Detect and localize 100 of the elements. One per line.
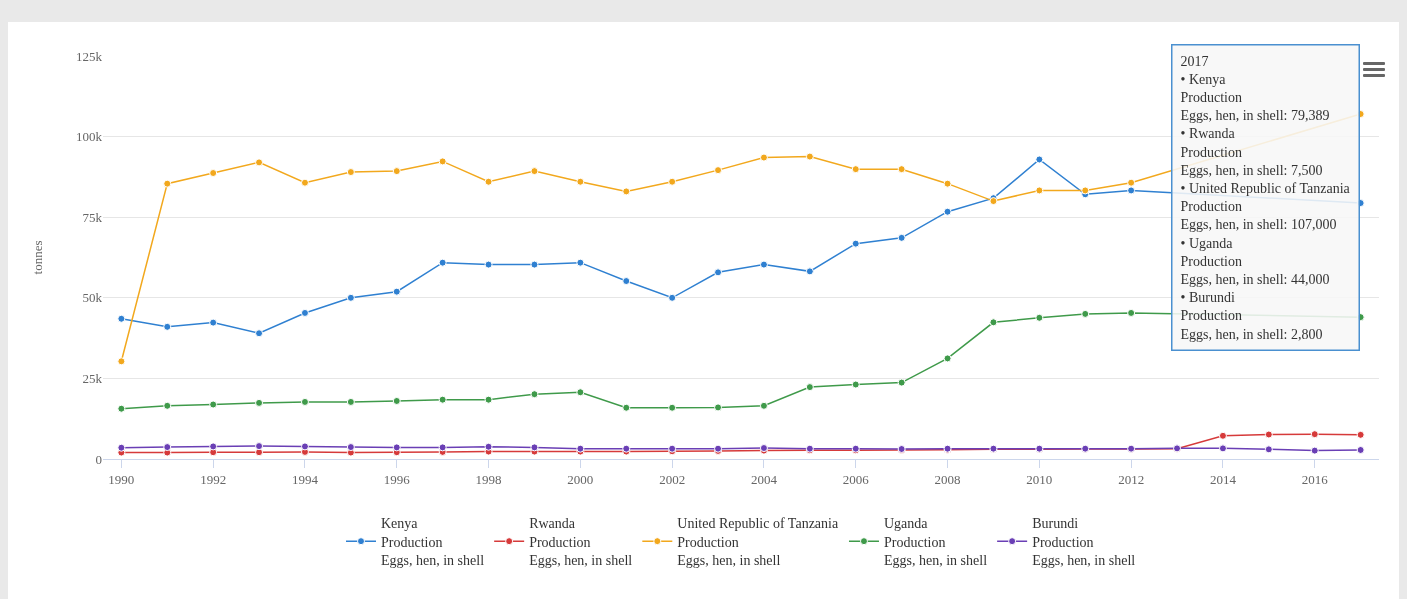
point	[209, 400, 218, 409]
y-tick-label: 50k	[82, 290, 103, 306]
point	[714, 403, 723, 412]
point	[943, 207, 952, 216]
point	[530, 167, 539, 176]
x-tick-label: 1992	[200, 471, 227, 487]
point	[392, 167, 401, 176]
point	[255, 448, 264, 457]
point	[1218, 444, 1227, 453]
point	[805, 383, 814, 392]
point	[346, 397, 355, 406]
point	[438, 157, 447, 166]
point	[1264, 445, 1273, 454]
point	[255, 158, 264, 167]
y-tick-label: 0	[95, 451, 102, 467]
point	[438, 395, 447, 404]
point	[576, 258, 585, 267]
point	[300, 178, 309, 187]
point	[759, 401, 768, 410]
x-tick-label: 2000	[567, 471, 594, 487]
x-tick-label: 2004	[750, 471, 778, 487]
y-tick-label: 125k	[76, 48, 103, 64]
point	[1035, 186, 1044, 195]
point	[392, 396, 401, 405]
point	[668, 293, 677, 302]
point	[530, 260, 539, 269]
point	[1356, 445, 1365, 454]
point	[1127, 178, 1136, 187]
point	[668, 177, 677, 186]
point	[300, 442, 309, 451]
point	[805, 267, 814, 276]
point	[851, 165, 860, 174]
point	[1127, 186, 1136, 195]
point	[346, 293, 355, 302]
y-tick-label: 100k	[76, 129, 103, 145]
point	[209, 318, 218, 327]
point	[622, 403, 631, 412]
x-tick-label: 2008	[934, 471, 961, 487]
point	[943, 354, 952, 363]
point	[300, 308, 309, 317]
text: 2017 • Kenya Production Eggs, hen, in shell: 79,389 • Rwanda Production Eggs, hen, in shell: 7,500 • United Republic of Tanzania Production Eggs, hen, in shell: 107,000 • Uganda Production Eggs, hen, in shell: 44,000 • Burundi Production Eggs, hen, in shell: 2,800	[1180, 53, 1350, 342]
point	[117, 314, 126, 323]
x-tick-label: 2016	[1301, 471, 1329, 487]
legend-label: Kenya Production Eggs, hen, in shell	[381, 516, 485, 568]
point	[484, 395, 493, 404]
x-tick-label: 1996	[383, 471, 411, 487]
legend-label: United Republic of Tanzania Production Eggs, hen, in shell	[677, 516, 839, 568]
point	[1310, 446, 1319, 455]
point	[1310, 430, 1319, 439]
x-tick-label: 1994	[291, 471, 319, 487]
y-tick-label: 75k	[82, 209, 103, 225]
y-tick-label: 25k	[82, 370, 103, 386]
x-tick-label: 1998	[475, 471, 502, 487]
point	[943, 179, 952, 188]
point	[622, 187, 631, 196]
x-tick-label: 2010	[1026, 471, 1053, 487]
point	[576, 388, 585, 397]
point	[1264, 430, 1273, 439]
point	[438, 258, 447, 267]
x-tick-label: 1990	[108, 471, 135, 487]
point	[805, 152, 814, 161]
point	[897, 378, 906, 387]
point	[117, 357, 126, 366]
y-axis-title: tonnes	[29, 240, 45, 275]
point	[484, 177, 493, 186]
point	[163, 322, 172, 331]
point	[1356, 430, 1365, 439]
x-tick-label: 2002	[659, 471, 686, 487]
point	[484, 260, 493, 269]
point	[530, 443, 539, 452]
point	[117, 443, 126, 452]
legend-label: Burundi Production Eggs, hen, in shell	[1032, 516, 1136, 568]
point	[255, 398, 264, 407]
point	[576, 177, 585, 186]
point	[255, 442, 264, 451]
point	[1081, 186, 1090, 195]
point	[484, 442, 493, 451]
point	[117, 404, 126, 413]
x-tick-label: 2006	[842, 471, 870, 487]
point	[163, 443, 172, 452]
point	[668, 403, 677, 412]
x-tick-label: 2014	[1209, 471, 1237, 487]
point	[989, 318, 998, 327]
legend-label: Rwanda Production Eggs, hen, in shell	[529, 516, 633, 568]
point	[1081, 309, 1090, 318]
point	[255, 329, 264, 338]
point	[897, 165, 906, 174]
point	[851, 239, 860, 248]
point	[209, 169, 218, 178]
point	[1035, 313, 1044, 322]
point	[392, 443, 401, 452]
point	[1218, 431, 1227, 440]
point	[1127, 308, 1136, 317]
point	[851, 380, 860, 389]
x-tick-label: 2012	[1118, 471, 1145, 487]
point	[1035, 155, 1044, 164]
legend-label: Uganda Production Eggs, hen, in shell	[883, 516, 988, 568]
point	[530, 390, 539, 399]
point	[163, 401, 172, 410]
point	[622, 277, 631, 286]
